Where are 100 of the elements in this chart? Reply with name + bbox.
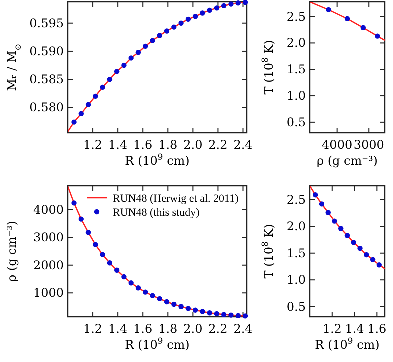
point [172, 302, 177, 308]
point [93, 94, 98, 100]
point [78, 111, 84, 116]
point [242, 314, 248, 319]
x-tick-label: 1.4 [345, 322, 365, 336]
y-tick-label: 1.0 [286, 89, 306, 104]
x-tick-label: 1.2 [322, 322, 342, 336]
point [143, 290, 148, 295]
point [157, 33, 162, 38]
x-tick-label: 1.2 [83, 322, 103, 336]
point [122, 62, 127, 68]
y-tick-label: 3000 [33, 230, 64, 245]
y-tick-label: 1.5 [286, 246, 306, 260]
point [221, 312, 227, 318]
point [370, 257, 376, 262]
point [164, 28, 170, 34]
point [214, 311, 220, 317]
y-tick-label: 0.590 [30, 44, 64, 58]
point [107, 76, 113, 82]
point [114, 268, 120, 273]
point [100, 84, 106, 90]
point [236, 0, 241, 6]
point [150, 293, 156, 299]
point [228, 312, 234, 318]
point [192, 308, 198, 313]
y-tick-label: 1000 [33, 286, 64, 300]
point [332, 218, 338, 224]
point [178, 304, 184, 310]
point [136, 286, 142, 291]
point [114, 69, 120, 74]
point [200, 10, 206, 16]
point [86, 230, 92, 236]
x-tick-label: 2.4 [234, 322, 254, 336]
point [72, 120, 77, 125]
x-tick-label: 1.2 [83, 138, 103, 152]
point [338, 226, 344, 232]
y-tick-label: 2.5 [286, 192, 306, 207]
point [136, 50, 142, 56]
y-tick-label: 4000 [33, 202, 64, 217]
x-tick-label: 1.6 [134, 322, 153, 336]
point [192, 14, 198, 20]
y-tick-label: 1.0 [286, 273, 306, 288]
point [200, 309, 206, 314]
x-axis-title: R (10$^{9}$ cm) [315, 336, 380, 352]
point [221, 3, 227, 9]
point [214, 6, 220, 11]
legend-label: RUN48 (Herwig et al. 2011) [113, 193, 240, 205]
point [242, 0, 248, 6]
point [375, 34, 380, 39]
point [351, 240, 356, 246]
y-tick-label: 1.5 [286, 62, 306, 77]
y-axis-title: ρ (g cm⁻³) [5, 221, 19, 282]
point [312, 192, 318, 198]
point [364, 252, 370, 258]
x-tick-label: 4000 [322, 138, 353, 152]
point [164, 299, 170, 305]
point [186, 16, 192, 22]
line-series [310, 186, 385, 270]
y-tick-label: 0.5 [286, 300, 306, 314]
point [207, 310, 212, 316]
x-axis-title: R (10$^{9}$ cm) [125, 336, 190, 352]
point [128, 56, 134, 61]
x-tick-label: 1.8 [158, 322, 178, 336]
x-tick-label: 1.6 [134, 138, 153, 152]
point [93, 242, 98, 248]
y-tick-label: 0.595 [30, 16, 64, 30]
x-axis-title: ρ (g cm⁻³) [317, 154, 378, 168]
point [143, 44, 148, 50]
point [186, 306, 192, 312]
y-tick-label: 2.5 [286, 10, 306, 24]
legend-label: RUN48 (this study) [113, 207, 200, 219]
point [86, 102, 92, 108]
point [72, 200, 77, 206]
y-tick-label: 0.585 [30, 72, 64, 87]
point [172, 24, 177, 30]
y-tick-label: 2.0 [286, 220, 306, 234]
x-tick-label: 1.8 [158, 138, 178, 152]
y-tick-label: 0.580 [30, 100, 64, 115]
y-tick-label: 2.0 [286, 36, 306, 50]
point [326, 7, 332, 13]
point [228, 2, 234, 7]
point [78, 216, 84, 222]
x-tick-label: 1.6 [368, 322, 387, 336]
y-tick-label: 0.5 [286, 115, 306, 130]
point [319, 202, 325, 207]
point [178, 20, 184, 26]
point [236, 313, 241, 318]
point [358, 246, 363, 252]
x-tick-label: 2.0 [184, 322, 203, 336]
point [107, 260, 113, 266]
x-tick-label: 1.4 [108, 322, 128, 336]
point [376, 262, 382, 268]
point [360, 25, 366, 30]
x-axis-title: R (10$^{9}$ cm) [125, 152, 190, 168]
point [344, 16, 350, 22]
x-tick-label: 2.2 [208, 322, 228, 336]
line-series [310, 2, 385, 42]
point [157, 296, 162, 302]
point [150, 38, 156, 44]
point [128, 280, 134, 286]
